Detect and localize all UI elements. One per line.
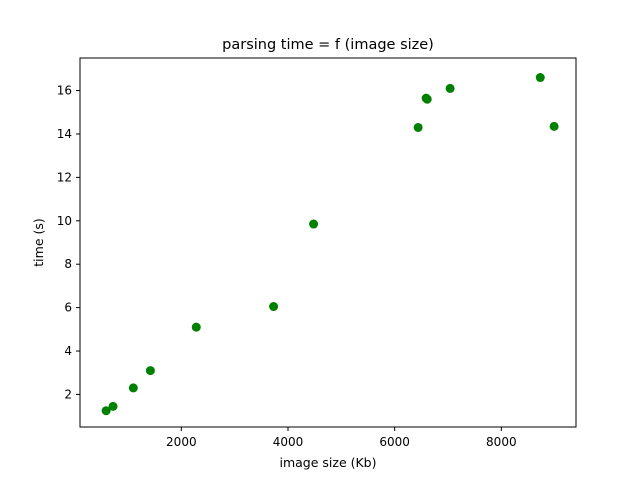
data-point	[445, 83, 455, 93]
chart-title: parsing time = f (image size)	[222, 37, 434, 53]
y-axis-label: time (s)	[31, 218, 46, 266]
data-point	[191, 322, 201, 332]
y-tick-label: 6	[64, 301, 72, 315]
y-tick-label: 14	[57, 127, 72, 141]
y-tick-label: 10	[57, 214, 72, 228]
data-point	[535, 73, 545, 83]
x-axis-label: image size (Kb)	[279, 455, 376, 470]
x-axis: 2000 4000 6000 8000	[166, 427, 517, 449]
data-point	[108, 401, 118, 411]
data-point	[549, 121, 559, 131]
data-points	[101, 73, 559, 416]
x-tick-label: 8000	[486, 435, 517, 449]
data-point	[413, 122, 423, 132]
data-point	[422, 94, 432, 104]
y-tick-label: 12	[57, 170, 72, 184]
data-point	[309, 219, 319, 229]
data-point	[269, 302, 279, 312]
y-tick-label: 16	[57, 84, 72, 98]
x-tick-label: 2000	[166, 435, 197, 449]
y-tick-label: 8	[64, 257, 72, 271]
y-tick-label: 2	[64, 387, 72, 401]
x-tick-label: 6000	[379, 435, 410, 449]
data-point	[128, 383, 138, 393]
data-point	[101, 406, 111, 416]
data-point	[145, 366, 155, 376]
plot-area-frame	[79, 57, 577, 428]
x-tick-label: 4000	[273, 435, 304, 449]
y-axis: 2 4 6 8 10 12 14 16	[57, 84, 80, 401]
y-tick-label: 4	[64, 344, 72, 358]
